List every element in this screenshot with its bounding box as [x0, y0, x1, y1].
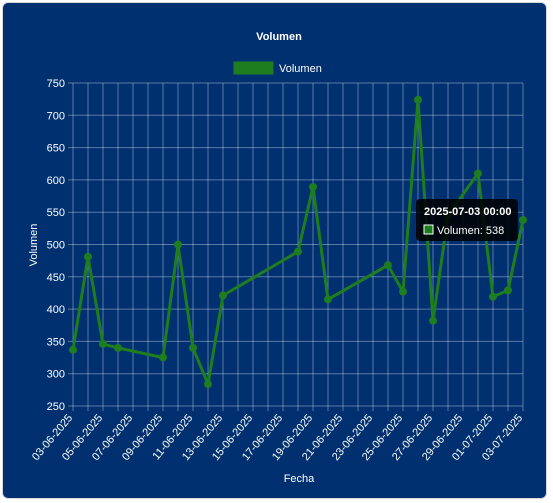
data-point[interactable]: [204, 380, 212, 389]
grid: [68, 82, 524, 411]
data-point[interactable]: [309, 183, 317, 192]
y-tick-label: 350: [47, 336, 65, 348]
data-point[interactable]: [504, 286, 512, 295]
y-tick-label: 600: [47, 175, 65, 187]
y-tick-label: 550: [47, 207, 65, 219]
chart-title: Volumen: [256, 31, 302, 43]
tooltip-label: Volumen: 538: [437, 225, 504, 237]
data-point[interactable]: [489, 292, 497, 301]
data-point[interactable]: [174, 240, 182, 249]
data-point[interactable]: [84, 252, 92, 261]
tooltip-swatch: [423, 224, 434, 235]
data-points[interactable]: [69, 95, 527, 389]
y-axis-ticks: 250 300 350 400 450 500 550 600 650 700 750: [47, 78, 65, 413]
y-tick-label: 750: [47, 78, 65, 90]
data-point[interactable]: [189, 343, 197, 352]
data-point[interactable]: [519, 215, 527, 224]
data-point[interactable]: [399, 287, 407, 296]
data-point[interactable]: [414, 95, 422, 104]
volume-line-chart: Volumen Volumen 250 300 350 400 450 500 550 600…: [28, 31, 527, 485]
y-tick-label: 500: [47, 240, 65, 252]
data-point[interactable]: [429, 316, 437, 325]
data-point[interactable]: [69, 345, 77, 354]
y-axis-title: Volumen: [28, 224, 40, 267]
data-point[interactable]: [159, 353, 167, 362]
y-tick-label: 700: [47, 110, 65, 122]
x-axis-title: Fecha: [284, 473, 315, 485]
data-point[interactable]: [294, 247, 302, 256]
legend[interactable]: Volumen: [233, 61, 322, 75]
tooltip-background: [416, 199, 518, 241]
legend-swatch: [233, 61, 274, 75]
y-tick-label: 450: [47, 272, 65, 284]
x-axis-ticks: 03-06-202505-06-202507-06-202509-06-2025…: [30, 412, 525, 463]
data-point[interactable]: [99, 339, 107, 348]
legend-label: Volumen: [279, 63, 322, 75]
y-tick-label: 400: [47, 304, 65, 316]
chart-panel: Volumen Volumen 250 300 350 400 450 500 550 600…: [2, 2, 547, 499]
y-tick-label: 300: [47, 369, 65, 381]
tooltip: 2025-07-03 00:00 Volumen: 538: [416, 199, 518, 241]
y-tick-label: 250: [47, 401, 65, 413]
data-point[interactable]: [474, 169, 482, 178]
data-point[interactable]: [324, 295, 332, 304]
tooltip-title: 2025-07-03 00:00: [424, 206, 511, 218]
data-point[interactable]: [219, 291, 227, 300]
data-point[interactable]: [114, 343, 122, 352]
data-point[interactable]: [384, 261, 392, 270]
y-tick-label: 650: [47, 143, 65, 155]
